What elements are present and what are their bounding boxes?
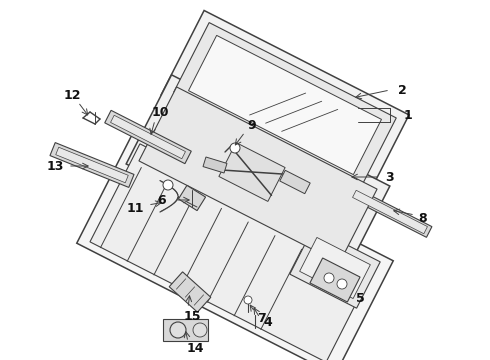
Polygon shape bbox=[348, 187, 432, 237]
Circle shape bbox=[244, 296, 252, 304]
Polygon shape bbox=[178, 185, 206, 211]
Text: 6: 6 bbox=[158, 194, 166, 207]
Polygon shape bbox=[139, 87, 377, 263]
Text: 5: 5 bbox=[356, 292, 365, 305]
Text: 13: 13 bbox=[47, 159, 64, 172]
Text: 3: 3 bbox=[386, 171, 394, 184]
Polygon shape bbox=[105, 110, 191, 164]
Polygon shape bbox=[111, 115, 185, 159]
Polygon shape bbox=[300, 238, 370, 298]
Text: 11: 11 bbox=[126, 202, 144, 215]
Polygon shape bbox=[56, 147, 128, 183]
Polygon shape bbox=[290, 228, 380, 308]
Text: 7: 7 bbox=[258, 311, 267, 324]
Polygon shape bbox=[310, 258, 360, 302]
Circle shape bbox=[324, 273, 334, 283]
Text: 15: 15 bbox=[183, 310, 201, 323]
Polygon shape bbox=[90, 144, 376, 360]
Polygon shape bbox=[126, 75, 390, 275]
Text: 4: 4 bbox=[264, 315, 272, 328]
Text: 10: 10 bbox=[151, 105, 169, 118]
Polygon shape bbox=[161, 10, 409, 199]
Polygon shape bbox=[280, 170, 310, 194]
Polygon shape bbox=[203, 157, 227, 173]
Polygon shape bbox=[189, 35, 382, 175]
Circle shape bbox=[163, 180, 173, 190]
Polygon shape bbox=[169, 272, 211, 312]
Polygon shape bbox=[163, 319, 207, 341]
Text: 9: 9 bbox=[247, 118, 256, 131]
Polygon shape bbox=[174, 23, 396, 188]
Circle shape bbox=[230, 143, 240, 153]
Polygon shape bbox=[77, 129, 393, 360]
Polygon shape bbox=[352, 190, 427, 234]
Text: 12: 12 bbox=[63, 89, 81, 102]
Circle shape bbox=[170, 322, 186, 338]
Circle shape bbox=[337, 279, 347, 289]
Text: 8: 8 bbox=[418, 212, 427, 225]
Text: 1: 1 bbox=[404, 108, 413, 122]
Text: 14: 14 bbox=[186, 342, 204, 355]
Circle shape bbox=[193, 323, 207, 337]
Text: 2: 2 bbox=[397, 84, 406, 96]
Polygon shape bbox=[50, 143, 134, 188]
Polygon shape bbox=[219, 143, 285, 201]
